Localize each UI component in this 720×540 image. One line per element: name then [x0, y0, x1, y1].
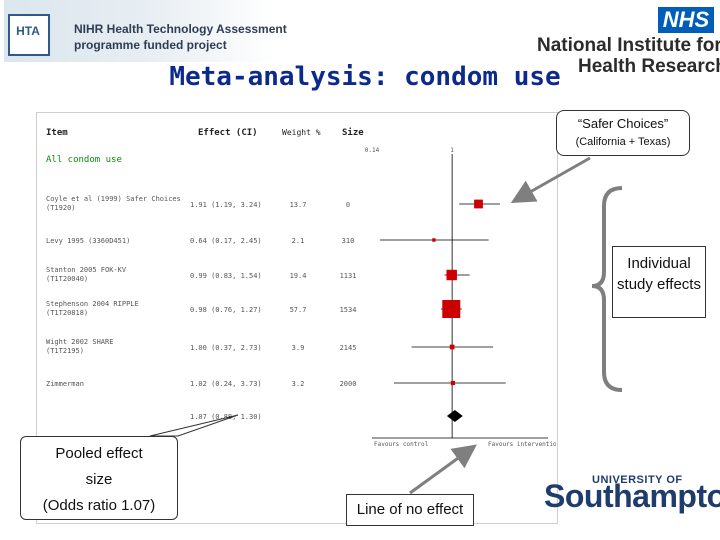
safer-choices-title: “Safer Choices” [577, 116, 669, 131]
favours-intervention: Favours intervention [488, 441, 556, 448]
study-effect-0: 1.91 (1.19, 3.24) [190, 201, 262, 209]
nihr-line-1: National Institute for [537, 35, 720, 56]
study-point-4 [449, 344, 455, 350]
study-weight-3: 57.7 [290, 306, 307, 314]
pooled-effect: 1.07 (0.88, 1.30) [190, 413, 262, 421]
study-effect-3: 0.98 (0.76, 1.27) [190, 306, 262, 314]
hta-line-2: programme funded project [74, 38, 227, 52]
study-name-cont-3: (T1T20818) [46, 309, 88, 317]
study-name-4: Wight 2002 SHARE [46, 338, 113, 346]
study-size-0: 0 [346, 201, 350, 209]
pooled-callout-pointer [149, 414, 239, 437]
safer-choices-callout: “Safer Choices” (California + Texas) [556, 110, 690, 156]
no-effect-arrow [409, 444, 477, 495]
study-size-2: 1131 [340, 272, 357, 280]
nihr-line-2: Health Research [578, 56, 720, 77]
study-point-0 [474, 199, 483, 209]
study-name-2: Stanton 2005 FOK-KV [46, 266, 127, 274]
group-label: All condom use [46, 155, 122, 165]
favours-control: Favours control [374, 441, 429, 448]
study-effect-1: 0.64 (0.17, 2.45) [190, 237, 262, 245]
study-size-1: 310 [342, 237, 355, 245]
study-name-1: Levy 1995 (3360D451) [46, 237, 130, 245]
pooled-diamond [446, 410, 463, 422]
slide-title: Meta-analysis: condom use [169, 62, 561, 92]
hta-badge-text: HTA [16, 24, 40, 38]
hta-line-1: NIHR Health Technology Assessment [74, 22, 287, 36]
forest-plot: Item Effect (CI) Weight % Size 0.14 1 All cond… [46, 127, 556, 448]
study-point-2 [446, 269, 457, 281]
col-header-size: Size [342, 127, 364, 138]
individual-studies-brace [591, 186, 623, 392]
study-weight-0: 13.7 [290, 201, 307, 209]
study-name-cont-4: (T1T2195) [46, 347, 84, 355]
study-point-1 [432, 238, 436, 242]
study-size-4: 2145 [340, 344, 357, 352]
study-size-3: 1534 [340, 306, 357, 314]
axis-tick-top-1: 1 [450, 147, 454, 154]
study-weight-4: 3.9 [292, 344, 305, 352]
study-weight-1: 2.1 [292, 237, 305, 245]
hta-badge-icon [8, 14, 50, 56]
safer-choices-arrow [510, 156, 591, 203]
study-name-3: Stephenson 2004 RIPPLE [46, 300, 139, 308]
col-header-item: Item [46, 128, 68, 138]
southampton-logo: Southampton [544, 478, 720, 514]
nhs-logo: NHS [658, 7, 714, 33]
col-header-weight: Weight % [282, 128, 321, 137]
study-name-cont-2: (T1T20040) [46, 275, 88, 283]
study-effect-4: 1.00 (0.37, 2.73) [190, 344, 262, 352]
study-effect-2: 0.99 (0.83, 1.54) [190, 272, 262, 280]
study-point-3 [442, 300, 461, 318]
university-label: UNIVERSITY OF [592, 474, 683, 486]
pooled-line-1: Pooled effect [55, 445, 143, 462]
study-name-5: Zimmerman [46, 380, 84, 388]
safer-choices-subtitle: (California + Texas) [575, 136, 671, 148]
col-header-effect: Effect (CI) [198, 128, 258, 138]
pooled-effect-callout: Pooled effect size (Odds ratio 1.07) [20, 436, 178, 520]
study-name-cont-0: (T1920) [46, 204, 76, 212]
pooled-line-3: (Odds ratio 1.07) [42, 497, 156, 514]
axis-tick-top-0: 0.14 [365, 147, 380, 154]
pooled-line-2: size [85, 471, 113, 488]
study-weight-5: 3.2 [292, 380, 305, 388]
individual-effects-callout: Individual study effects [612, 246, 706, 318]
study-effect-5: 1.02 (0.24, 3.73) [190, 380, 262, 388]
study-point-5 [450, 380, 456, 386]
no-effect-callout: Line of no effect [346, 494, 474, 526]
study-weight-2: 19.4 [290, 272, 307, 280]
study-size-5: 2000 [340, 380, 357, 388]
study-name-0: Coyle et al (1999) Safer Choices [46, 195, 181, 203]
